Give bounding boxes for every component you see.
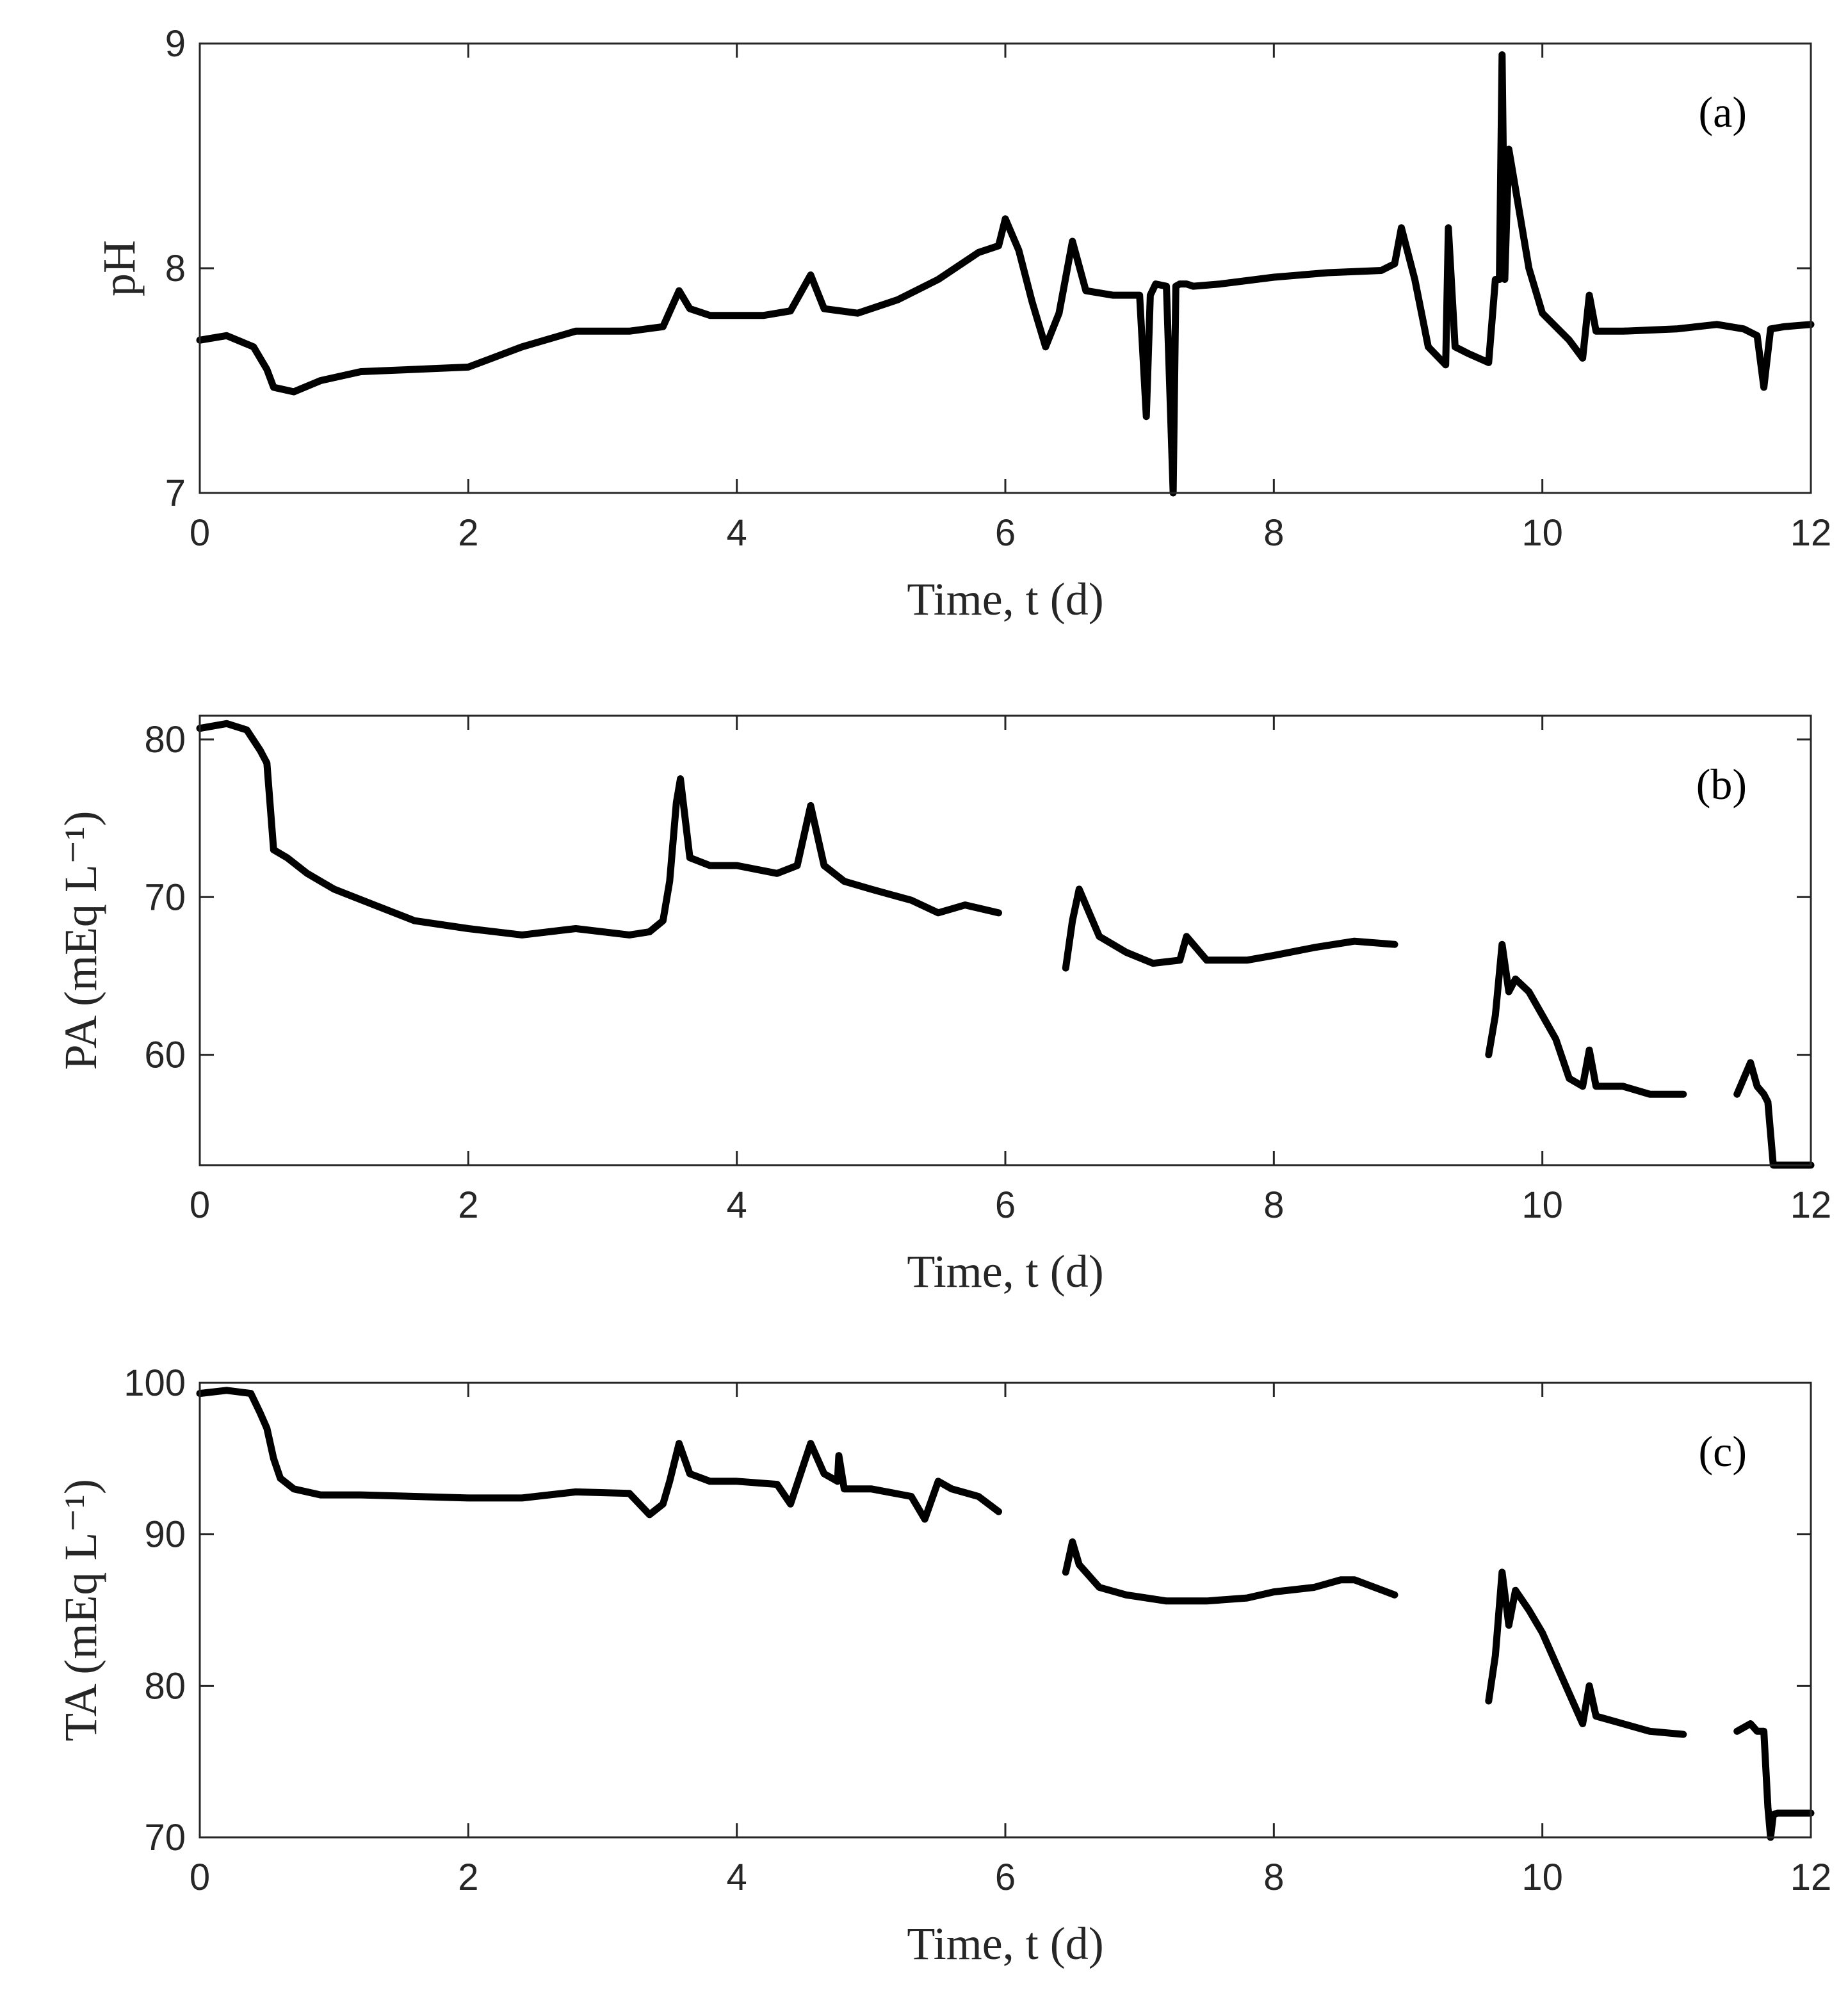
panel-a-series-segment-1 (196, 51, 1815, 497)
panel-b-y-tick-label-2: 80 (144, 719, 186, 761)
panel-c-series-segment-4 (1733, 1720, 1815, 1841)
panel-a-y-tick-label-0: 7 (165, 472, 186, 514)
panel-b-y-axis-title: PA (mEq L⁻¹) (55, 811, 106, 1070)
panel-c-series-segment-2 (1062, 1538, 1398, 1605)
panel-b-y-tick-label-0: 60 (144, 1035, 186, 1076)
panel-a-y-tick-label-1: 8 (165, 248, 186, 289)
panel-a-x-tick-label-3: 6 (995, 512, 1016, 554)
panel-a-x-tick-label-0: 0 (190, 512, 210, 554)
panel-a-x-tick-label-5: 10 (1521, 512, 1563, 554)
panel-a-y-tick-label-2: 9 (165, 23, 186, 65)
panel-a-x-tick-label-1: 2 (458, 512, 478, 554)
panel-b-x-tick-label-5: 10 (1521, 1184, 1563, 1226)
panel-a-y-axis-title: pH (93, 240, 145, 296)
panel-a-x-tick-label-4: 8 (1263, 512, 1284, 554)
panel-b-x-tick-label-2: 4 (727, 1184, 747, 1226)
panel-c-x-tick-label-4: 8 (1263, 1857, 1284, 1898)
panel-c-x-tick-label-3: 6 (995, 1857, 1016, 1898)
panel-c-x-tick-label-1: 2 (458, 1857, 478, 1898)
panel-b-x-tick-label-4: 8 (1263, 1184, 1284, 1226)
panel-c-x-tick-label-2: 4 (727, 1857, 747, 1898)
panel-b-x-tick-label-0: 0 (190, 1184, 210, 1226)
panel-b-x-tick-label-1: 2 (458, 1184, 478, 1226)
panel-c-axes-frame (199, 1382, 1812, 1839)
panel-b-series-segment-2 (1062, 885, 1398, 972)
panel-c-y-tick-label-2: 90 (144, 1514, 186, 1556)
panel-b-x-tick-label-3: 6 (995, 1184, 1016, 1226)
panel-a-x-tick-label-2: 4 (727, 512, 747, 554)
panel-b-series-segment-4 (1733, 1059, 1815, 1169)
panel-c-x-tick-label-0: 0 (190, 1857, 210, 1898)
panel-b-x-axis-title: Time, t (d) (907, 1246, 1103, 1297)
panel-c-x-tick-label-6: 12 (1790, 1857, 1832, 1898)
panel-c-series-segment-3 (1485, 1568, 1687, 1738)
panel-b-x-tick-label-6: 12 (1790, 1184, 1832, 1226)
panel-b-axes-frame (199, 714, 1812, 1166)
panel-b-series-segment-1 (196, 720, 1002, 939)
panel-a-x-axis-title: Time, t (d) (907, 574, 1103, 625)
panel-c: 0 2 4 6 8 10 12 70 80 90 100 Time, t (d) TA (mEq L⁻¹… (55, 1362, 1831, 1969)
panel-c-series-segment-1 (196, 1387, 1002, 1523)
panel-a: 0 2 4 6 8 10 12 7 8 9 Time, t (d) pH (a) (93, 23, 1831, 625)
panel-c-y-tick-label-0: 70 (144, 1817, 186, 1858)
panel-b-series-segment-3 (1485, 940, 1687, 1098)
panel-c-x-axis-title: Time, t (d) (907, 1918, 1103, 1969)
panel-a-x-tick-label-6: 12 (1790, 512, 1832, 554)
panel-a-axes-frame (199, 42, 1812, 494)
panel-c-y-tick-label-1: 80 (144, 1665, 186, 1707)
panel-c-label: (c) (1699, 1427, 1747, 1476)
panel-c-x-tick-label-5: 10 (1521, 1857, 1563, 1898)
panel-c-y-tick-label-3: 100 (124, 1362, 186, 1404)
panel-c-y-axis-title: TA (mEq L⁻¹) (55, 1479, 106, 1741)
panel-b-y-tick-label-1: 70 (144, 876, 186, 918)
panel-b-label: (b) (1696, 760, 1747, 809)
panel-a-label: (a) (1699, 88, 1747, 136)
panel-b: 0 2 4 6 8 10 12 60 70 80 Time, t (d) PA (mEq L⁻¹) (b… (55, 714, 1832, 1297)
